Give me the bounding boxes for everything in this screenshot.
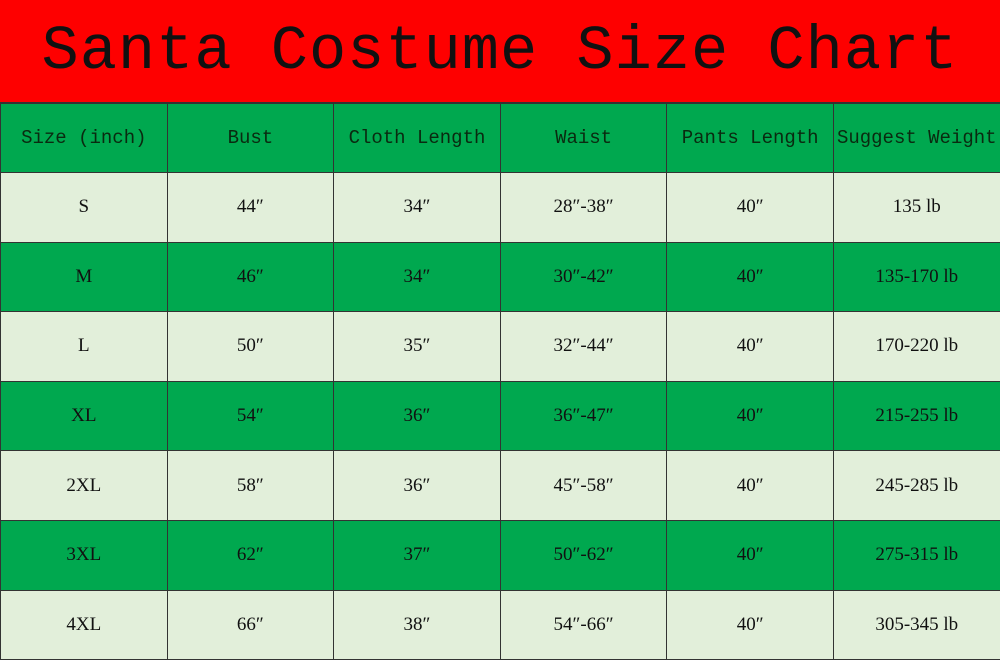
cell-suggest-weight: 305-345 lb (832, 589, 1000, 660)
header-waist: Waist (499, 103, 668, 173)
cell-cloth-length: 34″ (333, 241, 501, 313)
cell-waist: 30″-42″ (499, 241, 668, 313)
cell-bust: 66″ (166, 589, 335, 660)
cell-cloth-length: 37″ (333, 519, 501, 591)
cell-size: S (0, 172, 168, 243)
cell-cloth-length: 38″ (333, 589, 501, 660)
cell-waist: 45″-58″ (499, 450, 668, 521)
cell-suggest-weight: 135 lb (832, 172, 1000, 243)
size-table: Size (inch) Bust Cloth Length Waist Pants Le… (0, 103, 1000, 660)
cell-waist: 28″-38″ (499, 172, 668, 243)
cell-suggest-weight: 170-220 lb (832, 311, 1000, 382)
cell-bust: 46″ (166, 241, 335, 313)
table-row: M 46″ 34″ 30″-42″ 40″ 135-170 lb (0, 241, 1000, 313)
cell-bust: 44″ (166, 172, 335, 243)
cell-size: M (0, 241, 168, 313)
table-row: S 44″ 34″ 28″-38″ 40″ 135 lb (0, 172, 1000, 243)
cell-size: L (0, 311, 168, 382)
cell-cloth-length: 36″ (333, 450, 501, 521)
header-suggest-weight: Suggest Weight (832, 103, 1000, 173)
cell-pants-length: 40″ (666, 519, 834, 591)
cell-pants-length: 40″ (666, 589, 834, 660)
cell-cloth-length: 35″ (333, 311, 501, 382)
cell-size: 2XL (0, 450, 168, 521)
header-row: Size (inch) Bust Cloth Length Waist Pants Le… (0, 103, 1000, 173)
cell-bust: 62″ (166, 519, 335, 591)
cell-bust: 50″ (166, 311, 335, 382)
cell-pants-length: 40″ (666, 380, 834, 452)
cell-waist: 50″-62″ (499, 519, 668, 591)
chart-title: Santa Costume Size Chart (0, 0, 1000, 103)
cell-waist: 32″-44″ (499, 311, 668, 382)
cell-suggest-weight: 275-315 lb (832, 519, 1000, 591)
cell-pants-length: 40″ (666, 311, 834, 382)
cell-pants-length: 40″ (666, 172, 834, 243)
cell-waist: 36″-47″ (499, 380, 668, 452)
cell-suggest-weight: 245-285 lb (832, 450, 1000, 521)
cell-bust: 58″ (166, 450, 335, 521)
cell-waist: 54″-66″ (499, 589, 668, 660)
table-row: 2XL 58″ 36″ 45″-58″ 40″ 245-285 lb (0, 450, 1000, 521)
table-row: 3XL 62″ 37″ 50″-62″ 40″ 275-315 lb (0, 519, 1000, 591)
cell-size: 4XL (0, 589, 168, 660)
cell-size: XL (0, 380, 168, 452)
cell-bust: 54″ (166, 380, 335, 452)
header-bust: Bust (166, 103, 335, 173)
table-row: 4XL 66″ 38″ 54″-66″ 40″ 305-345 lb (0, 589, 1000, 660)
cell-pants-length: 40″ (666, 450, 834, 521)
cell-size: 3XL (0, 519, 168, 591)
cell-cloth-length: 34″ (333, 172, 501, 243)
table-row: L 50″ 35″ 32″-44″ 40″ 170-220 lb (0, 311, 1000, 382)
header-pants-length: Pants Length (666, 103, 834, 173)
cell-pants-length: 40″ (666, 241, 834, 313)
header-cloth-length: Cloth Length (333, 103, 501, 173)
cell-suggest-weight: 215-255 lb (832, 380, 1000, 452)
cell-suggest-weight: 135-170 lb (832, 241, 1000, 313)
header-size: Size (inch) (0, 103, 168, 173)
table-row: XL 54″ 36″ 36″-47″ 40″ 215-255 lb (0, 380, 1000, 452)
cell-cloth-length: 36″ (333, 380, 501, 452)
